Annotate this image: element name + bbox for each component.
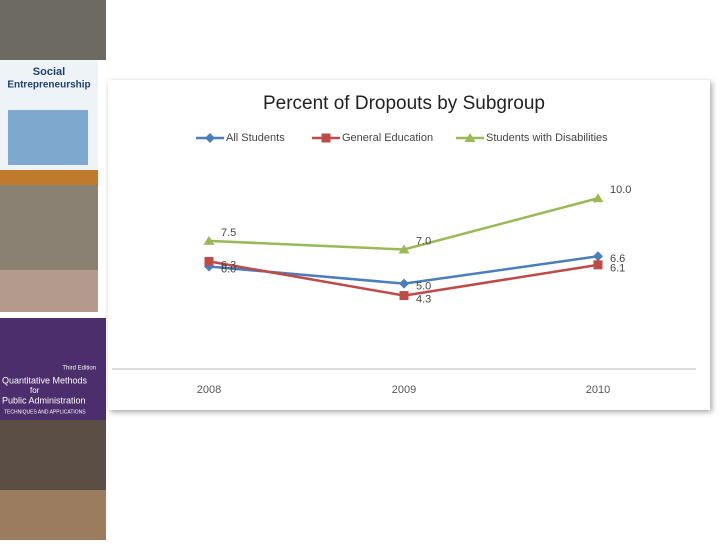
photo — [0, 490, 106, 540]
legend-label: Students with Disabilities — [486, 132, 608, 144]
marker — [592, 193, 604, 203]
cover-art — [8, 110, 88, 165]
data-label: 6.3 — [221, 259, 236, 271]
data-label: 5.0 — [416, 281, 431, 293]
marker — [593, 260, 603, 270]
cover-edition: Third Edition — [62, 366, 96, 372]
cover-title: for — [30, 386, 40, 395]
marker — [204, 256, 214, 266]
cover-band — [0, 170, 98, 185]
x-tick-label: 2008 — [197, 384, 221, 396]
data-label: 4.3 — [416, 293, 431, 305]
data-label: 7.5 — [221, 227, 236, 239]
cover-title: Social — [33, 66, 65, 78]
photo — [0, 420, 106, 490]
data-label: 6.6 — [610, 253, 625, 265]
cover-subtitle: TECHNIQUES AND APPLICATIONS — [4, 409, 86, 415]
cover-title: Quantitative Methods — [2, 375, 88, 385]
marker — [398, 244, 410, 254]
marker — [203, 235, 215, 245]
marker — [464, 133, 476, 142]
data-label: 7.0 — [416, 235, 431, 247]
cover-title: Entrepreneurship — [7, 80, 90, 91]
data-label: 6.1 — [610, 263, 625, 275]
cover-title: Public Administration — [2, 395, 86, 405]
chart-title: Percent of Dropouts by Subgroup — [263, 93, 545, 114]
photo — [0, 185, 98, 270]
marker — [593, 251, 603, 262]
data-label: 10.0 — [610, 184, 631, 196]
legend-label: General Education — [342, 132, 433, 144]
sidebar: Social Entrepreneurship Third Edition Qu… — [0, 0, 106, 540]
photo — [0, 0, 106, 60]
chart-frame — [108, 80, 710, 410]
marker — [205, 133, 215, 143]
marker — [399, 291, 409, 301]
book-cover — [0, 318, 106, 420]
x-tick-label: 2009 — [392, 384, 416, 396]
marker — [321, 133, 331, 143]
photo — [0, 270, 98, 312]
x-tick-label: 2010 — [586, 384, 610, 396]
legend-label: All Students — [226, 132, 285, 144]
marker — [399, 278, 409, 289]
